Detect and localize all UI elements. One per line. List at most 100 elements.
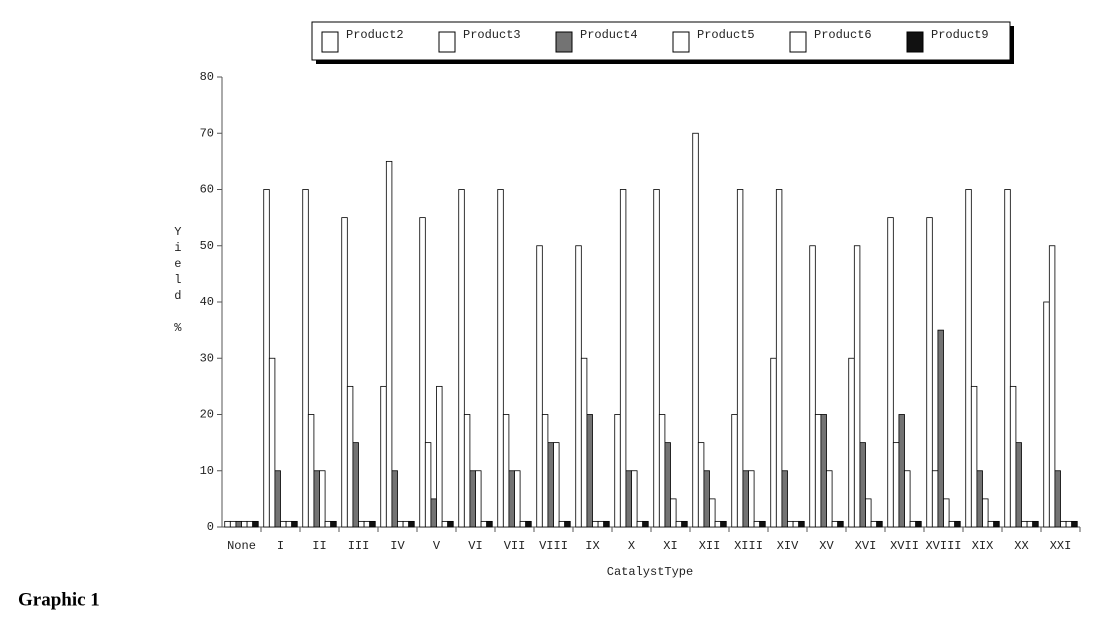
bar [558, 520, 566, 528]
bar [820, 414, 827, 528]
x-tick-label: XIX [972, 539, 994, 553]
bar [430, 498, 437, 528]
bar [580, 357, 588, 528]
bar [664, 442, 671, 528]
bar [909, 520, 917, 528]
bar [486, 520, 493, 528]
x-tick-label: VII [504, 539, 526, 553]
bar [870, 520, 878, 528]
bar [759, 520, 766, 528]
bar [436, 385, 443, 528]
x-tick-label: XII [699, 539, 721, 553]
bar [931, 470, 939, 528]
bar [330, 520, 337, 528]
bar [1071, 520, 1078, 528]
x-tick-label: XXI [1050, 539, 1072, 553]
x-tick-label: IX [585, 539, 599, 553]
bar [252, 520, 259, 528]
y-tick-label: 0 [207, 520, 214, 534]
bar [748, 470, 755, 528]
bar [597, 520, 605, 528]
x-tick-label: I [277, 539, 284, 553]
bar [424, 442, 432, 528]
legend-label: Product2 [346, 28, 404, 42]
bar [536, 245, 543, 528]
legend-swatch [321, 31, 339, 53]
bar [564, 520, 571, 528]
bar [809, 245, 816, 528]
legend-swatch [672, 31, 690, 53]
x-tick-label: XI [663, 539, 677, 553]
bar [658, 414, 666, 528]
bar [675, 520, 683, 528]
bar [603, 520, 610, 528]
bar [714, 520, 722, 528]
bar [514, 470, 521, 528]
bar [502, 414, 510, 528]
bar [1021, 520, 1028, 528]
bar [352, 442, 359, 528]
bar [1004, 189, 1011, 528]
x-tick-label: XIV [777, 539, 799, 553]
bar [692, 132, 699, 528]
bar [358, 520, 365, 528]
bar [480, 520, 488, 528]
bar [475, 470, 482, 528]
bar [926, 217, 933, 528]
bar [363, 520, 371, 528]
bar [235, 520, 242, 528]
bar [681, 520, 688, 528]
bar [731, 414, 738, 528]
bar [631, 470, 638, 528]
bar [274, 470, 281, 528]
y-axis-label: Yield % [171, 225, 185, 337]
bar [419, 217, 426, 528]
bar [831, 520, 839, 528]
bar [954, 520, 961, 528]
bar [670, 498, 677, 528]
bar [853, 245, 861, 528]
x-tick-label: XVI [855, 539, 877, 553]
bar [307, 414, 315, 528]
legend-label: Product3 [463, 28, 521, 42]
bar [592, 520, 599, 528]
bar [469, 470, 476, 528]
caption: Graphic 1 [18, 589, 100, 610]
y-tick-label: 10 [200, 464, 214, 478]
y-tick-label: 30 [200, 351, 214, 365]
bar [586, 414, 593, 528]
bar [898, 414, 905, 528]
legend-swatch [906, 31, 924, 53]
bar [402, 520, 410, 528]
bar [993, 520, 1000, 528]
legend-label: Product6 [814, 28, 872, 42]
legend-swatch [789, 31, 807, 53]
bar [1048, 245, 1056, 528]
bar [224, 520, 231, 528]
bar [781, 470, 788, 528]
y-tick-label: 80 [200, 70, 214, 84]
bar [876, 520, 883, 528]
bar [319, 470, 326, 528]
bar [770, 357, 777, 528]
bar [965, 189, 972, 528]
bar [865, 498, 872, 528]
y-tick-label: 40 [200, 295, 214, 309]
y-tick-label: 20 [200, 408, 214, 422]
bar [697, 442, 705, 528]
bar [742, 470, 749, 528]
legend-swatch [438, 31, 456, 53]
bar [408, 520, 415, 528]
legend-label: Product5 [697, 28, 755, 42]
bar [937, 329, 944, 528]
bar [976, 470, 983, 528]
bar [341, 217, 348, 528]
bar [519, 520, 527, 528]
bar [497, 189, 504, 528]
bar [619, 189, 627, 528]
x-tick-label: XVIII [925, 539, 961, 553]
bar [324, 520, 332, 528]
x-tick-label: V [433, 539, 441, 553]
bar [982, 498, 989, 528]
x-tick-label: XV [819, 539, 834, 553]
